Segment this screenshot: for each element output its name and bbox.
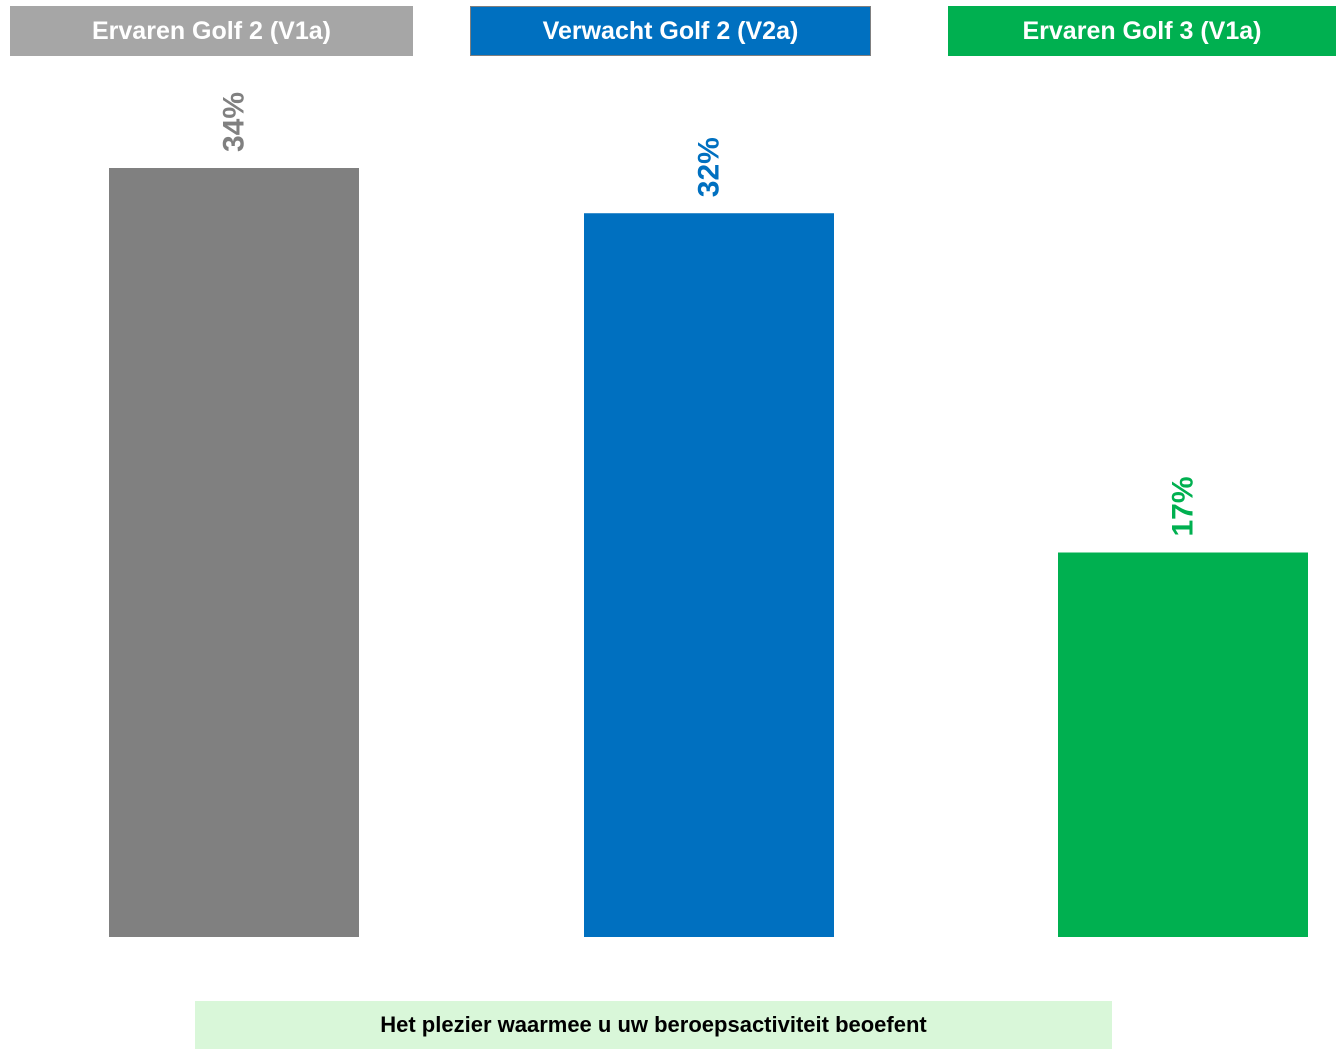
legend-label: Verwacht Golf 2 (V2a) xyxy=(542,16,799,45)
chart-title-text: Het plezier waarmee u uw beroepsactivite… xyxy=(380,1012,927,1037)
bar-value-label-1: 34% xyxy=(218,92,251,152)
legend-item-ervaren-golf-2: Ervaren Golf 2 (V1a) xyxy=(10,6,413,56)
bar-2 xyxy=(584,213,834,937)
bar-1 xyxy=(109,168,359,937)
chart-title: Het plezier waarmee u uw beroepsactivite… xyxy=(195,1001,1112,1049)
legend-item-verwacht-golf-2: Verwacht Golf 2 (V2a) xyxy=(470,6,871,56)
bar-value-label-3: 17% xyxy=(1167,476,1200,536)
bar-3 xyxy=(1058,552,1308,937)
legend-label: Ervaren Golf 2 (V1a) xyxy=(92,16,331,45)
legend-label: Ervaren Golf 3 (V1a) xyxy=(1022,16,1262,45)
bar-value-label-2: 32% xyxy=(693,137,726,197)
legend-item-ervaren-golf-3: Ervaren Golf 3 (V1a) xyxy=(948,6,1336,56)
